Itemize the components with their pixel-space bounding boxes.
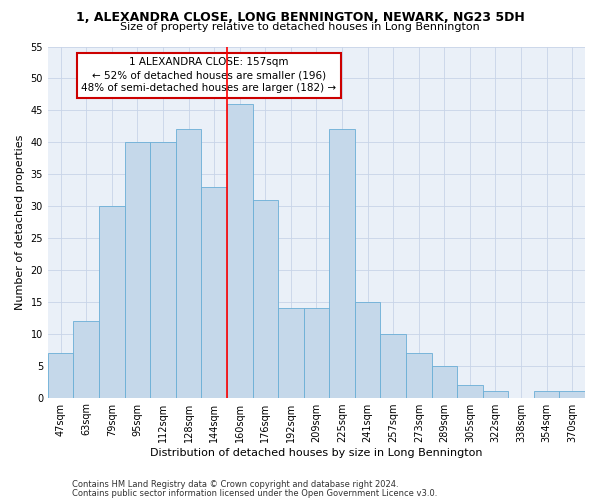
Bar [482, 391, 508, 398]
Bar [48, 353, 73, 398]
Bar [431, 366, 457, 398]
Bar [380, 334, 406, 398]
Bar [227, 104, 253, 398]
Y-axis label: Number of detached properties: Number of detached properties [15, 134, 25, 310]
Text: Contains public sector information licensed under the Open Government Licence v3: Contains public sector information licen… [72, 489, 437, 498]
Text: Size of property relative to detached houses in Long Bennington: Size of property relative to detached ho… [120, 22, 480, 32]
Bar [278, 308, 304, 398]
Text: 1, ALEXANDRA CLOSE, LONG BENNINGTON, NEWARK, NG23 5DH: 1, ALEXANDRA CLOSE, LONG BENNINGTON, NEW… [76, 11, 524, 24]
Bar [406, 353, 431, 398]
X-axis label: Distribution of detached houses by size in Long Bennington: Distribution of detached houses by size … [150, 448, 483, 458]
Bar [73, 321, 99, 398]
Bar [304, 308, 329, 398]
Bar [329, 130, 355, 398]
Bar [202, 187, 227, 398]
Text: Contains HM Land Registry data © Crown copyright and database right 2024.: Contains HM Land Registry data © Crown c… [72, 480, 398, 489]
Bar [559, 391, 585, 398]
Bar [253, 200, 278, 398]
Bar [457, 385, 482, 398]
Bar [150, 142, 176, 398]
Bar [534, 391, 559, 398]
Bar [176, 130, 202, 398]
Bar [99, 206, 125, 398]
Text: 1 ALEXANDRA CLOSE: 157sqm
← 52% of detached houses are smaller (196)
48% of semi: 1 ALEXANDRA CLOSE: 157sqm ← 52% of detac… [82, 57, 337, 94]
Bar [355, 302, 380, 398]
Bar [125, 142, 150, 398]
